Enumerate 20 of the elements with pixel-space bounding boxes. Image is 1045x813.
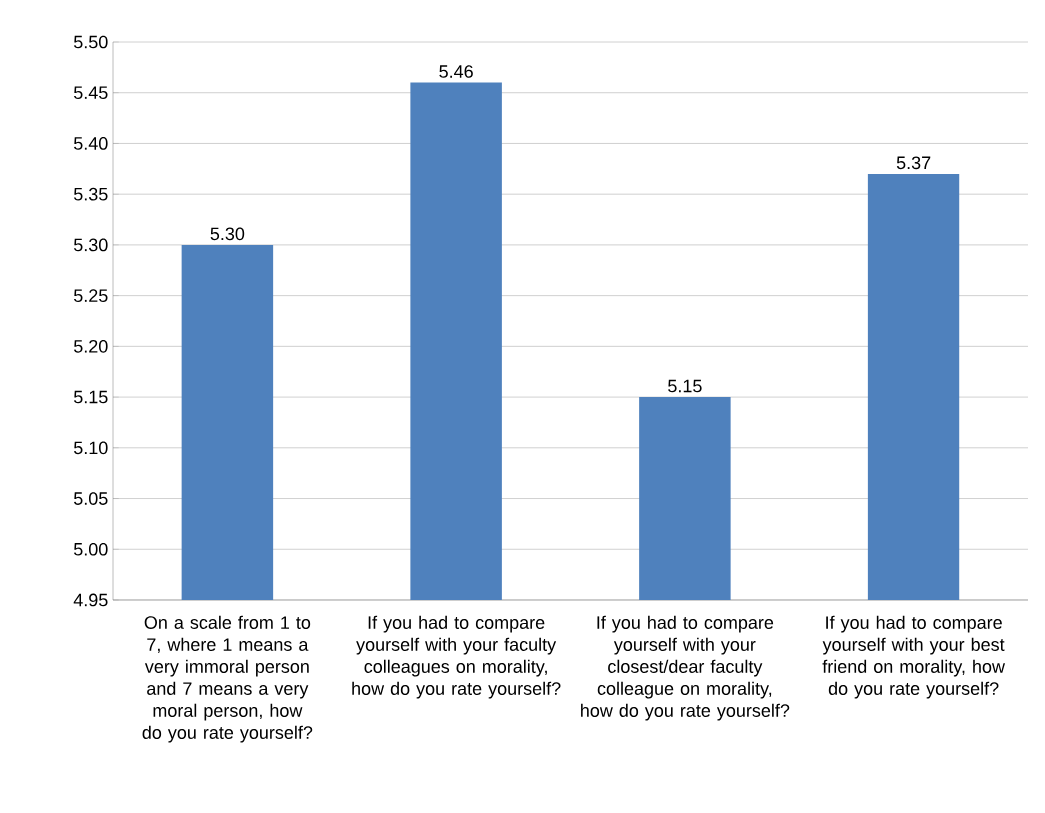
x-tick-label: If you had to compare yourself with your best friend on morality, how do you rate yourself? bbox=[822, 615, 1006, 699]
x-tick-label: If you had to compare yourself with your closest/dear faculty colleague on morality, how do you rate yourself? bbox=[581, 615, 790, 721]
data-label: 5.15 bbox=[668, 379, 702, 393]
y-tick-label: 5.35 bbox=[73, 187, 108, 201]
x-tick-label: If you had to compare yourself with your faculty colleagues on morality, how do you rate yourself? bbox=[352, 615, 561, 699]
y-tick-label: 5.40 bbox=[73, 137, 108, 150]
y-tick-label: 5.15 bbox=[73, 390, 108, 404]
y-tick-label: 5.10 bbox=[73, 441, 108, 455]
y-tick-label: 5.25 bbox=[73, 289, 108, 302]
y-tick-label: 5.00 bbox=[73, 542, 108, 556]
y-tick-label: 5.30 bbox=[73, 238, 108, 252]
data-label: 5.30 bbox=[210, 227, 245, 241]
y-tick-label: 5.45 bbox=[73, 86, 108, 99]
data-label: 5.46 bbox=[439, 65, 473, 78]
x-tick-label: On a scale from 1 to 7, where 1 means a very immoral person and 7 means a very moral person, how do you rate yourself? bbox=[142, 615, 313, 743]
y-tick-label: 5.05 bbox=[73, 492, 108, 505]
y-tick-label: 5.50 bbox=[73, 35, 108, 49]
y-tick-label: 4.95 bbox=[73, 593, 108, 607]
y-tick-label: 5.20 bbox=[73, 339, 108, 353]
data-label: 5.37 bbox=[896, 156, 931, 170]
